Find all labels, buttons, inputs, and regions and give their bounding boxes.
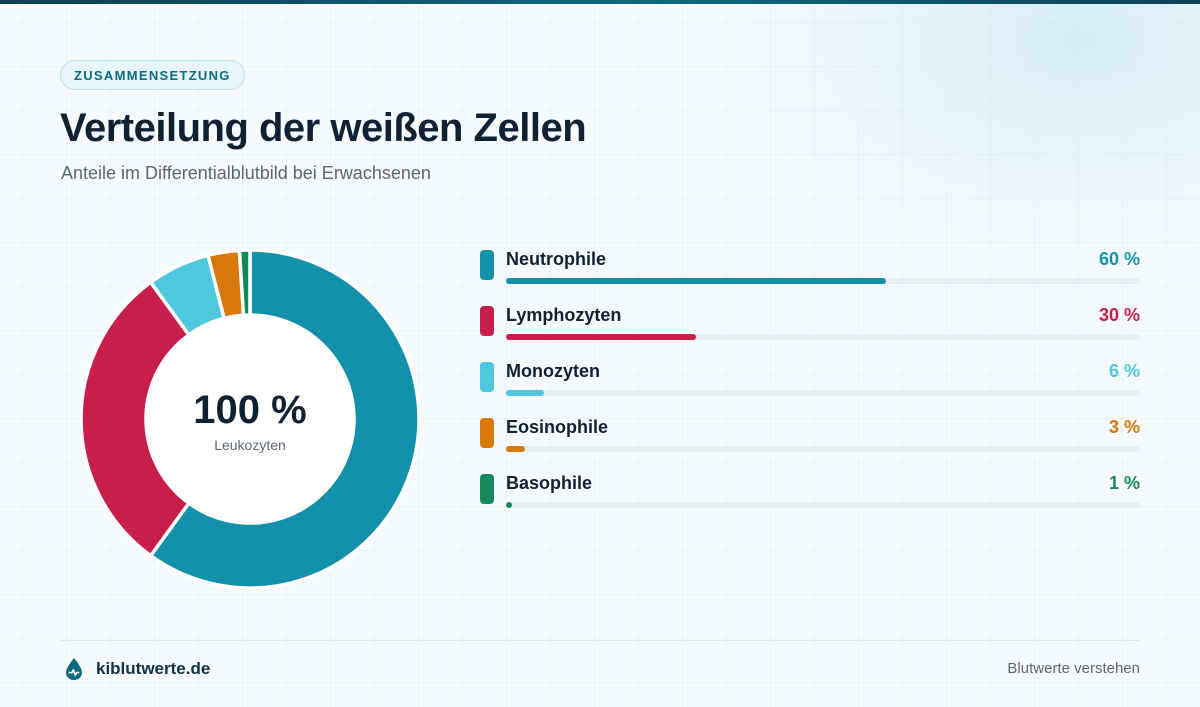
legend-marker xyxy=(480,362,494,392)
legend-marker xyxy=(480,474,494,504)
bar-track xyxy=(506,390,1140,396)
legend-marker xyxy=(480,418,494,448)
legend-list: Neutrophile 60 % Lymphozyten 30 % Monozyten 6… xyxy=(480,244,1140,524)
footer-brand[interactable]: kiblutwerte.de xyxy=(64,657,210,681)
bar-track xyxy=(506,278,1140,284)
donut-chart xyxy=(80,249,420,589)
bar-track xyxy=(506,446,1140,452)
blood-drop-icon xyxy=(66,658,82,680)
legend-row-eosinophile: Eosinophile 3 % xyxy=(480,412,1140,468)
bar-track xyxy=(506,502,1140,508)
donut-center: 100 % Leukozyten xyxy=(150,387,350,456)
legend-value: 60 % xyxy=(1098,249,1140,269)
bar-track xyxy=(506,334,1140,340)
legend-row-monozyten: Monozyten 6 % xyxy=(480,356,1140,412)
legend-value: 1 % xyxy=(1108,473,1140,493)
brand-name: kiblutwerte.de xyxy=(96,659,211,678)
bar-fill-basophile xyxy=(506,502,513,508)
legend-row-lymphozyten: Lymphozyten 30 % xyxy=(480,300,1140,356)
bar-fill-monozyten xyxy=(506,390,545,396)
page-subtitle: Anteile im Differentialblutbild bei Erwa… xyxy=(61,163,431,183)
center-total-value: 100 % xyxy=(193,388,307,432)
donut-slice-lymphozyten xyxy=(80,280,191,558)
legend-value: 30 % xyxy=(1098,305,1140,325)
footer-divider xyxy=(60,640,1140,641)
donut-slice-basophile xyxy=(237,249,252,317)
legend-marker xyxy=(480,250,494,280)
legend-marker xyxy=(480,306,494,336)
legend-label: Monozyten xyxy=(506,361,600,381)
legend-row-basophile: Basophile 1 % xyxy=(480,468,1140,524)
bar-fill-eosinophile xyxy=(506,446,526,452)
center-total-label: Leukozyten xyxy=(214,437,286,453)
donut-slice-neutrophile xyxy=(148,249,420,589)
page-title: Verteilung der weißen Zellen xyxy=(60,106,587,150)
legend-row-neutrophile: Neutrophile 60 % xyxy=(480,244,1140,300)
legend-label: Basophile xyxy=(506,473,593,493)
legend-value: 6 % xyxy=(1108,361,1140,381)
top-accent-bar xyxy=(0,0,1200,4)
bar-fill-lymphozyten xyxy=(506,334,697,340)
legend-label: Eosinophile xyxy=(506,417,609,437)
legend-value: 3 % xyxy=(1108,417,1140,437)
legend-label: Lymphozyten xyxy=(506,305,622,325)
footer-tagline: Blutwerte verstehen xyxy=(1007,660,1140,677)
bar-fill-neutrophile xyxy=(506,278,887,284)
section-badge: ZUSAMMENSETZUNG xyxy=(60,60,245,90)
legend-label: Neutrophile xyxy=(506,249,607,269)
donut-hole xyxy=(147,316,353,522)
